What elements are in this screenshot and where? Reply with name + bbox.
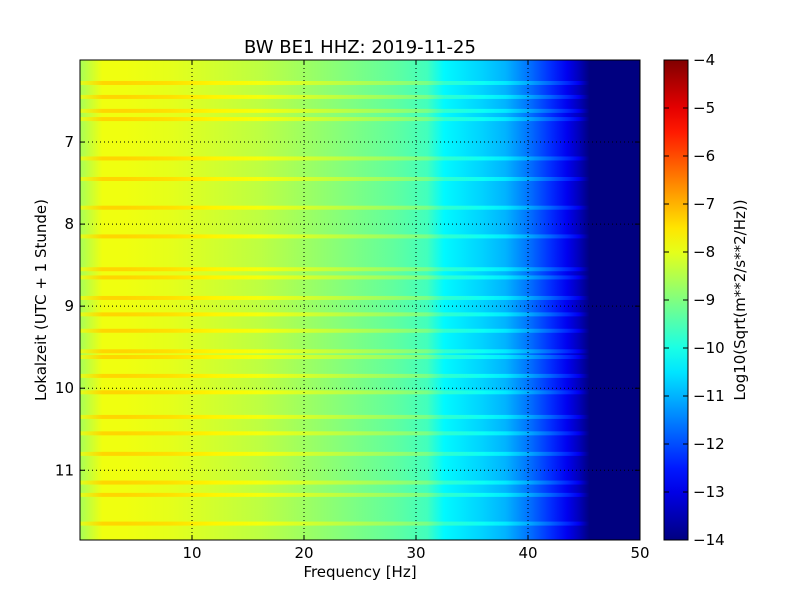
colorbar-ticks: −4 −5 −6 −7 −8 −9 −10 −11 −12 −13 −14 <box>664 51 725 549</box>
spectrogram-heatmap <box>80 60 640 540</box>
bright-time-band <box>80 355 640 360</box>
y-axis-ticks: 7 8 9 10 11 <box>55 133 640 479</box>
bright-time-band <box>80 176 640 181</box>
bright-time-band <box>80 492 640 497</box>
x-tick-label: 40 <box>518 544 537 562</box>
y-tick-label: 8 <box>64 215 74 233</box>
y-tick-label: 7 <box>64 133 74 151</box>
x-tick-label: 50 <box>630 544 649 562</box>
colorbar-tick-label: −5 <box>693 99 715 117</box>
bright-time-band <box>80 431 640 436</box>
colorbar-tick-label: −7 <box>693 195 715 213</box>
bright-time-band <box>80 451 640 456</box>
bright-time-band <box>80 349 640 354</box>
grid-lines <box>80 60 640 540</box>
y-tick-label: 10 <box>55 379 74 397</box>
x-axis-label: Frequency [Hz] <box>303 563 416 581</box>
colorbar-tick-label: −6 <box>693 147 715 165</box>
y-tick-label: 11 <box>55 461 74 479</box>
y-axis-label: Lokalzeit (UTC + 1 Stunde) <box>32 199 50 401</box>
colorbar-tick-label: −4 <box>693 51 715 69</box>
bright-time-band <box>80 521 640 526</box>
bright-time-band <box>80 205 640 210</box>
colorbar-tick-label: −14 <box>693 531 725 549</box>
bright-time-band <box>80 234 640 239</box>
bright-time-band <box>80 414 640 419</box>
bright-time-band <box>80 480 640 485</box>
colorbar-tick-label: −9 <box>693 291 715 309</box>
bright-time-band <box>80 295 640 300</box>
bright-time-band <box>80 108 640 113</box>
x-tick-label: 30 <box>406 544 425 562</box>
bright-time-band <box>80 94 640 99</box>
colorbar-tick-label: −12 <box>693 435 725 453</box>
bright-time-band <box>80 373 640 378</box>
chart-title: BW BE1 HHZ: 2019-11-25 <box>244 37 476 58</box>
bright-time-band <box>80 267 640 272</box>
bright-time-band <box>80 275 640 280</box>
colorbar-label: Log10(Sqrt(m**2/s**2/Hz)) <box>731 199 749 400</box>
bright-time-band <box>80 80 640 85</box>
bright-time-band <box>80 117 640 122</box>
x-tick-label: 20 <box>294 544 313 562</box>
x-tick-label: 10 <box>182 544 201 562</box>
plot-frame <box>79 59 641 541</box>
colorbar-tick-label: −11 <box>693 387 725 405</box>
colorbar-tick-label: −10 <box>693 339 725 357</box>
y-tick-label: 9 <box>64 297 74 315</box>
bright-time-band <box>80 390 640 395</box>
x-axis-ticks: 10 20 30 40 50 <box>182 60 650 562</box>
bright-time-band <box>80 156 640 161</box>
colorbar-tick-label: −8 <box>693 243 715 261</box>
bright-time-band <box>80 312 640 317</box>
colorbar-tick-label: −13 <box>693 483 725 501</box>
bright-time-band <box>80 328 640 333</box>
spectrogram-background <box>80 60 640 540</box>
